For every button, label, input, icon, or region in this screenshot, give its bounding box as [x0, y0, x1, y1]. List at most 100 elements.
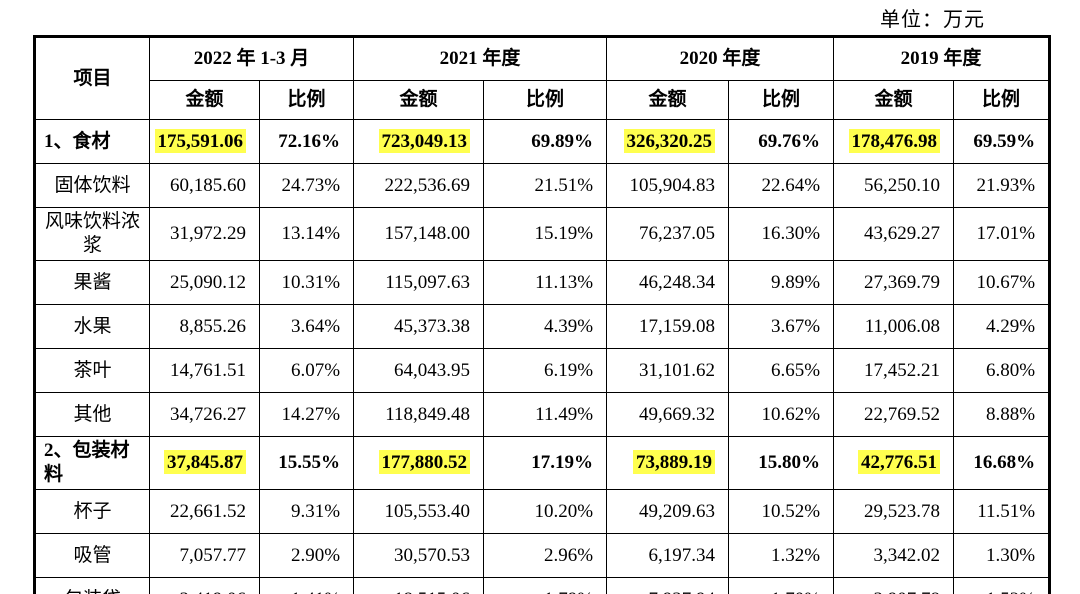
ratio-cell: 15.19% [483, 207, 608, 261]
ratio-cell: 15.55% [258, 436, 355, 490]
amount-cell: 7,057.77 [149, 533, 260, 578]
ratio-cell: 16.68% [953, 436, 1051, 490]
ratio-cell: 15.80% [728, 436, 835, 490]
amount-cell: 118,849.48 [353, 392, 485, 437]
amount-cell: 11,006.08 [833, 304, 955, 349]
amount-cell: 22,769.52 [833, 392, 955, 437]
amount-cell: 175,591.06 [149, 119, 260, 164]
ratio-cell: 10.20% [483, 489, 608, 534]
table-row: 2、包装材料 37,845.87 15.55% 177,880.52 17.19% 73,… [34, 436, 1051, 490]
amount-cell: 37,845.87 [149, 436, 260, 490]
ratio-cell: 3.67% [728, 304, 835, 349]
ratio-cell: 72.16% [258, 119, 355, 164]
amount-cell: 64,043.95 [353, 348, 485, 393]
item-cell: 其他 [34, 392, 150, 437]
highlighted-value: 723,049.13 [378, 128, 471, 153]
ratio-cell: 1.70% [728, 577, 835, 594]
unit-label: 单位：万元 [880, 9, 985, 31]
table-row: 果酱 25,090.12 10.31% 115,097.63 11.13% 46,248.… [34, 260, 1051, 305]
amount-cell: 157,148.00 [353, 207, 485, 261]
amount-cell: 3,907.78 [833, 577, 955, 594]
ratio-cell: 8.88% [953, 392, 1051, 437]
amount-cell: 7,937.94 [606, 577, 730, 594]
amount-cell: 31,972.29 [149, 207, 260, 261]
item-cell: 包装袋 [34, 577, 150, 594]
highlighted-value: 42,776.51 [858, 450, 941, 474]
ratio-cell: 69.59% [953, 119, 1051, 164]
amount-cell: 723,049.13 [353, 119, 485, 164]
table-body: 1、食材 175,591.06 72.16% 723,049.13 69.89% 326,… [34, 119, 1051, 594]
table-row: 其他 34,726.27 14.27% 118,849.48 11.49% 49,669.… [34, 392, 1051, 437]
amount-cell: 326,320.25 [606, 119, 730, 164]
highlighted-value: 37,845.87 [164, 450, 246, 474]
amount-cell: 3,342.02 [833, 533, 955, 578]
period-header-2019: 2019 年度 [833, 36, 1051, 81]
ratio-cell: 4.29% [953, 304, 1051, 349]
highlighted-value: 178,476.98 [848, 128, 941, 153]
ratio-cell: 11.51% [953, 489, 1051, 534]
ratio-cell: 10.31% [258, 260, 355, 305]
ratio-header: 比例 [728, 80, 835, 120]
ratio-cell: 69.89% [483, 119, 608, 164]
amount-cell: 22,661.52 [149, 489, 260, 534]
ratio-cell: 17.01% [953, 207, 1051, 261]
ratio-cell: 17.19% [483, 436, 608, 490]
table-row: 风味饮料浓浆 31,972.29 13.14% 157,148.00 15.19% 76,… [34, 207, 1051, 261]
item-cell: 果酱 [34, 260, 150, 305]
amount-header: 金额 [353, 80, 485, 120]
amount-cell: 178,476.98 [833, 119, 955, 164]
ratio-cell: 1.32% [728, 533, 835, 578]
amount-cell: 45,373.38 [353, 304, 485, 349]
amount-cell: 42,776.51 [833, 436, 955, 490]
table-row: 固体饮料 60,185.60 24.73% 222,536.69 21.51% 105,9… [34, 163, 1051, 208]
ratio-cell: 14.27% [258, 392, 355, 437]
item-cell: 吸管 [34, 533, 150, 578]
ratio-cell: 6.65% [728, 348, 835, 393]
amount-cell: 31,101.62 [606, 348, 730, 393]
ratio-header: 比例 [483, 80, 608, 120]
table-row: 杯子 22,661.52 9.31% 105,553.40 10.20% 49,209.6… [34, 489, 1051, 534]
ratio-cell: 16.30% [728, 207, 835, 261]
amount-cell: 30,570.53 [353, 533, 485, 578]
item-column-header: 项目 [34, 36, 150, 120]
table-row: 水果 8,855.26 3.64% 45,373.38 4.39% 17,159.08 3.… [34, 304, 1051, 349]
amount-cell: 115,097.63 [353, 260, 485, 305]
ratio-cell: 2.96% [483, 533, 608, 578]
ratio-cell: 11.49% [483, 392, 608, 437]
ratio-cell: 11.13% [483, 260, 608, 305]
amount-cell: 60,185.60 [149, 163, 260, 208]
amount-cell: 105,553.40 [353, 489, 485, 534]
item-cell: 茶叶 [34, 348, 150, 393]
ratio-cell: 4.39% [483, 304, 608, 349]
amount-cell: 27,369.79 [833, 260, 955, 305]
ratio-cell: 1.79% [483, 577, 608, 594]
amount-cell: 34,726.27 [149, 392, 260, 437]
amount-cell: 49,209.63 [606, 489, 730, 534]
amount-cell: 49,669.32 [606, 392, 730, 437]
ratio-header: 比例 [953, 80, 1051, 120]
table-row: 1、食材 175,591.06 72.16% 723,049.13 69.89% 326,… [34, 119, 1051, 164]
ratio-cell: 21.51% [483, 163, 608, 208]
item-cell: 风味饮料浓浆 [34, 207, 150, 261]
amount-cell: 29,523.78 [833, 489, 955, 534]
item-cell: 固体饮料 [34, 163, 150, 208]
amount-header: 金额 [149, 80, 260, 120]
ratio-cell: 6.07% [258, 348, 355, 393]
ratio-cell: 1.41% [258, 577, 355, 594]
ratio-cell: 21.93% [953, 163, 1051, 208]
amount-cell: 17,159.08 [606, 304, 730, 349]
ratio-cell: 9.31% [258, 489, 355, 534]
amount-cell: 105,904.83 [606, 163, 730, 208]
item-cell: 1、食材 [34, 119, 150, 164]
highlighted-value: 175,591.06 [154, 128, 246, 153]
amount-cell: 177,880.52 [353, 436, 485, 490]
ratio-cell: 10.62% [728, 392, 835, 437]
table-row: 包装袋3,419.061.41%18,515.061.79%7,937.941.… [34, 577, 1051, 594]
table-row: 吸管 7,057.77 2.90% 30,570.53 2.96% 6,197.34 1.3… [34, 533, 1051, 578]
amount-cell: 3,419.06 [149, 577, 260, 594]
ratio-cell: 69.76% [728, 119, 835, 164]
ratio-cell: 2.90% [258, 533, 355, 578]
amount-header: 金额 [833, 80, 955, 120]
ratio-cell: 9.89% [728, 260, 835, 305]
amount-cell: 8,855.26 [149, 304, 260, 349]
